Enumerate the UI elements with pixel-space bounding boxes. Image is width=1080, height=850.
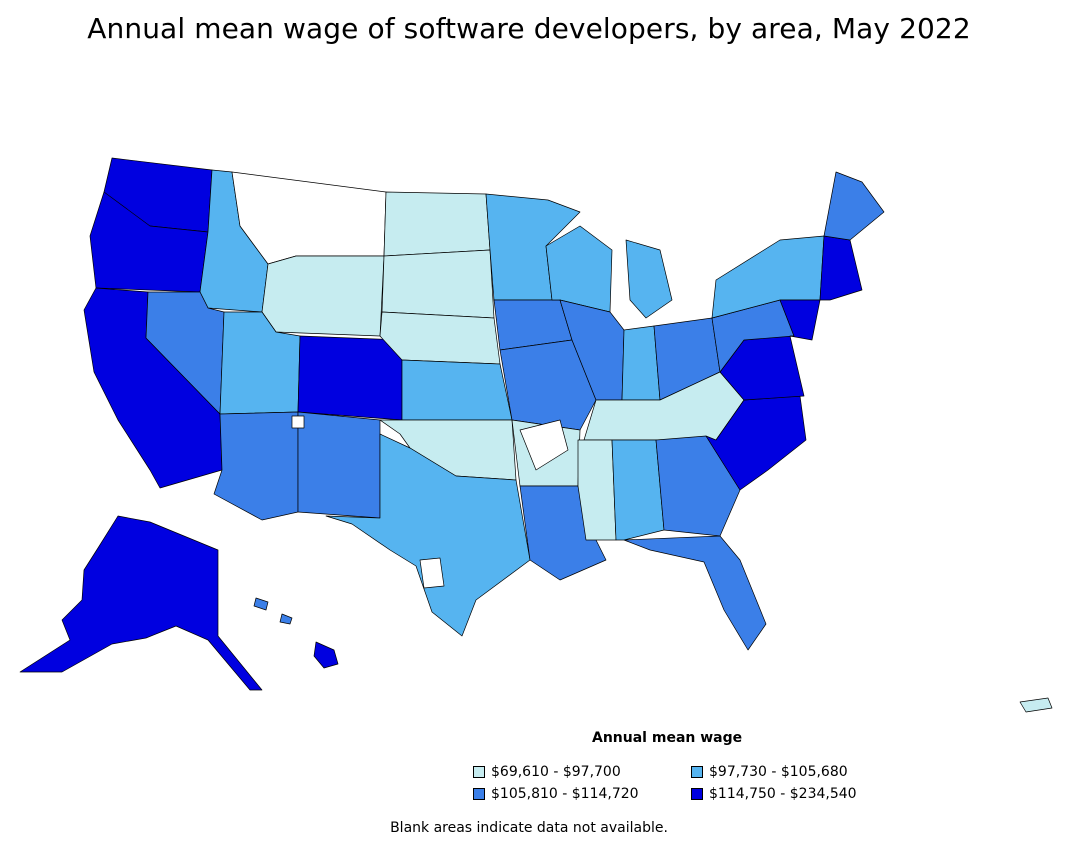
region-missouri (499, 339, 597, 431)
legend-item-1: $69,610 - $97,700 (473, 764, 621, 780)
map-title: Annual mean wage of software developers,… (87, 12, 971, 45)
region-wyoming (261, 255, 385, 337)
region-north-dakota (383, 191, 491, 257)
region-hawaii-small (253, 597, 293, 625)
region-new-jersey-md (779, 299, 821, 341)
region-alaska (19, 515, 263, 691)
legend-swatch-4 (691, 788, 703, 800)
legend-label-3: $105,810 - $114,720 (491, 786, 639, 802)
region-wisconsin (545, 225, 613, 313)
region-new-england (819, 235, 863, 301)
region-alabama (611, 439, 665, 541)
legend-label-4: $114,750 - $234,540 (709, 786, 857, 802)
legend-swatch-3 (473, 788, 485, 800)
legend-title: Annual mean wage (592, 730, 743, 746)
legend-swatch-2 (691, 766, 703, 778)
region-south-dakota (381, 249, 495, 319)
legend-item-4: $114,750 - $234,540 (691, 786, 857, 802)
region-hawaii (313, 641, 339, 669)
region-new-mexico (297, 411, 381, 519)
region-colorado (297, 335, 403, 421)
region-texas (325, 433, 531, 637)
region-mississippi (577, 439, 617, 541)
legend-item-2: $97,730 - $105,680 (691, 764, 848, 780)
legend-item-3: $105,810 - $114,720 (473, 786, 639, 802)
blank-area-1 (519, 419, 569, 471)
region-arizona (213, 411, 299, 521)
legend-swatch-1 (473, 766, 485, 778)
footnote: Blank areas indicate data not available. (390, 820, 668, 836)
region-georgia (655, 435, 741, 537)
region-puerto-rico (1019, 697, 1053, 713)
legend-label-1: $69,610 - $97,700 (491, 764, 621, 780)
legend-label-2: $97,730 - $105,680 (709, 764, 848, 780)
region-maine (823, 171, 885, 241)
region-kansas (401, 359, 513, 421)
region-indiana (621, 325, 661, 401)
blank-area-2 (419, 557, 445, 589)
region-carolinas (705, 395, 807, 491)
blank-area-3 (291, 415, 305, 429)
region-florida (623, 535, 767, 651)
region-michigan (625, 239, 673, 319)
